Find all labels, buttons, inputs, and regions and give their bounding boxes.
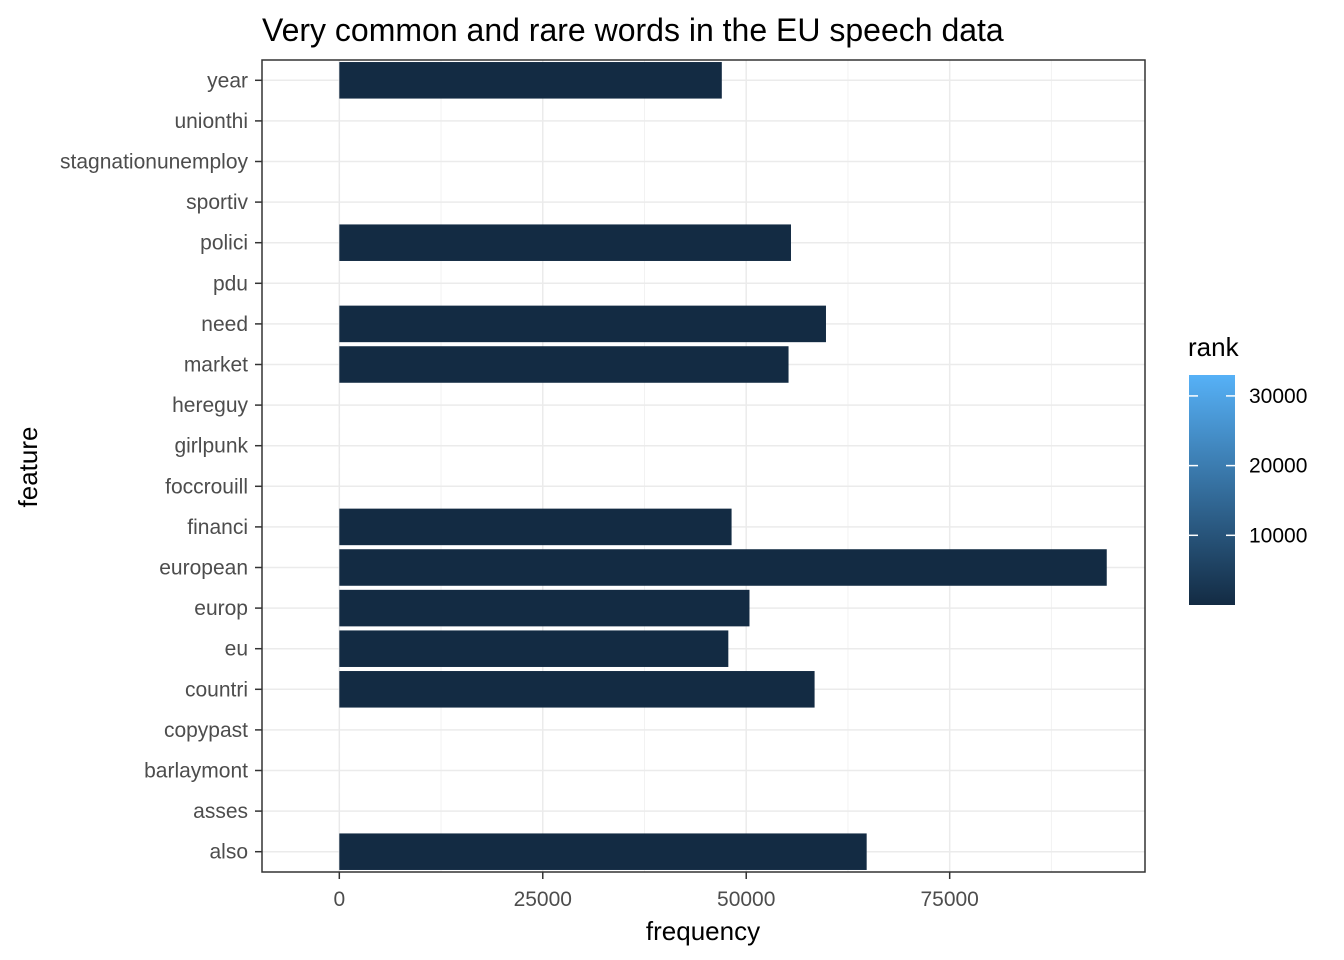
y-tick-label: countri	[185, 678, 248, 701]
y-tick-label: european	[159, 557, 248, 580]
y-tick-label: polici	[200, 232, 248, 255]
y-axis-title: feature	[13, 427, 43, 508]
y-tick-label: also	[209, 841, 248, 864]
x-axis: 0 25000 50000 75000	[333, 872, 979, 911]
y-tick-label: barlaymont	[144, 760, 248, 783]
bar-need	[339, 305, 826, 343]
bar-eu	[339, 630, 729, 667]
y-tick-label: market	[184, 354, 248, 377]
legend-title: rank	[1188, 332, 1240, 362]
y-tick-label: foccrouill	[165, 475, 248, 498]
legend-tick-label: 30000	[1249, 385, 1307, 408]
y-tick-label: girlpunk	[174, 435, 248, 458]
legend-ticks: 10000 20000 30000	[1189, 385, 1307, 547]
panel-border	[261, 59, 1146, 873]
y-tick-label: europ	[194, 597, 248, 620]
legend: rank 10000 20000 30000	[1188, 332, 1307, 605]
legend-colorbar	[1189, 375, 1235, 605]
bar-financi	[339, 508, 732, 546]
x-axis-title: frequency	[646, 916, 760, 946]
bar-europ	[339, 589, 750, 627]
y-tick-label: year	[207, 69, 248, 92]
y-tick-label: asses	[193, 800, 248, 823]
y-tick-label: unionthi	[174, 110, 248, 133]
y-tick-label: pdu	[213, 272, 248, 295]
bar-european	[339, 549, 1107, 586]
y-tick-label: eu	[225, 638, 248, 661]
y-tick-label: stagnationunemploy	[60, 151, 248, 174]
y-tick-label: copypast	[164, 719, 248, 742]
y-tick-label: need	[201, 313, 248, 336]
x-tick-label: 50000	[717, 888, 775, 911]
legend-tick-label: 10000	[1249, 524, 1307, 547]
legend-tick-label: 20000	[1249, 455, 1307, 478]
x-tick-label: 0	[333, 888, 345, 911]
x-tick-label: 75000	[920, 888, 978, 911]
plot-panel	[262, 60, 1145, 872]
y-tick-label: sportiv	[186, 191, 248, 214]
x-tick-label: 25000	[514, 888, 572, 911]
bars	[339, 62, 1107, 870]
bar-polici	[339, 224, 791, 261]
y-tick-label: hereguy	[172, 394, 248, 417]
chart-title: Very common and rare words in the EU spe…	[262, 12, 1004, 48]
bar-also	[339, 833, 867, 870]
bar-market	[339, 346, 789, 383]
y-axis: also asses barlaymont copypast countri eu euro…	[60, 69, 262, 864]
bar-countri	[339, 671, 815, 708]
y-tick-label: financi	[187, 516, 248, 539]
bar-year	[339, 62, 722, 99]
